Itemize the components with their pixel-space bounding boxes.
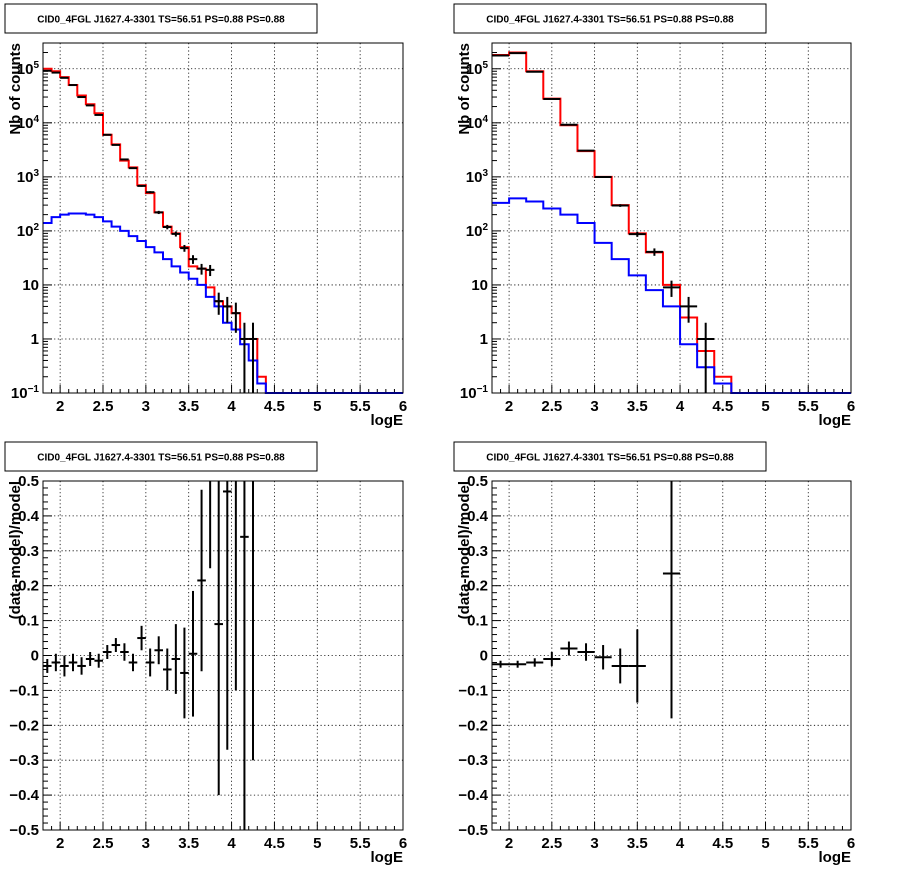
plot-frame xyxy=(42,42,404,394)
y-tick-label: 0.4 xyxy=(18,508,40,525)
x-tick-label: 2.5 xyxy=(541,398,562,415)
y-axis-label: Nb of counts xyxy=(7,43,24,135)
plot-frame xyxy=(491,42,852,394)
y-tick-label: 10−1 xyxy=(11,384,40,402)
x-tick-label: 5 xyxy=(313,835,321,852)
y-tick-label: 0.5 xyxy=(18,473,39,490)
x-tick-label: 5 xyxy=(761,835,769,852)
x-tick-label: 3 xyxy=(142,835,150,852)
x-tick-label: 2 xyxy=(56,398,64,415)
x-tick-label: 6 xyxy=(847,398,855,415)
y-tick-label: 1 xyxy=(480,331,488,348)
model-total-histogram xyxy=(43,67,403,394)
title-box xyxy=(453,441,767,472)
y-tick-label: 0 xyxy=(480,648,488,665)
x-tick-label: 3 xyxy=(142,398,150,415)
y-tick-label: 103 xyxy=(466,168,489,186)
chart-title: CID0_4FGL J1627.4-3301 TS=56.51 PS=0.88 … xyxy=(486,15,734,26)
x-tick-label: 5 xyxy=(761,398,769,415)
x-tick-label: 4.5 xyxy=(264,835,285,852)
residual-points xyxy=(43,481,254,830)
data-points xyxy=(43,69,258,393)
model-total-histogram xyxy=(492,51,851,394)
y-tick-label: −0.1 xyxy=(458,682,488,699)
y-tick-label: 0.5 xyxy=(467,473,488,490)
x-axis-label: logE xyxy=(371,412,404,429)
x-tick-label: 2.5 xyxy=(93,835,114,852)
x-tick-label: 2 xyxy=(505,398,513,415)
y-tick-label: −0.5 xyxy=(458,822,488,839)
y-tick-label: −0.1 xyxy=(9,682,39,699)
x-tick-label: 2.5 xyxy=(93,398,114,415)
title-box xyxy=(4,3,318,34)
y-axis-label: Nb of counts xyxy=(456,43,473,135)
y-tick-label: 103 xyxy=(17,168,40,186)
title-box xyxy=(453,3,767,34)
x-tick-label: 5.5 xyxy=(350,835,371,852)
x-tick-label: 2 xyxy=(505,835,513,852)
plot-frame xyxy=(42,480,404,831)
x-tick-label: 5.5 xyxy=(798,835,819,852)
chart-title: CID0_4FGL J1627.4-3301 TS=56.51 PS=0.88 … xyxy=(486,453,734,464)
x-tick-label: 3.5 xyxy=(178,398,199,415)
x-tick-label: 6 xyxy=(399,398,407,415)
y-tick-label: −0.4 xyxy=(458,787,488,804)
chart-panel-3: CID0_4FGL J1627.4-3301 TS=56.51 PS=0.88 … xyxy=(4,441,407,866)
chart-title: CID0_4FGL J1627.4-3301 TS=56.51 PS=0.88 … xyxy=(37,453,285,464)
x-tick-label: 4.5 xyxy=(712,398,733,415)
y-tick-label: 102 xyxy=(17,222,40,240)
x-tick-label: 6 xyxy=(847,835,855,852)
x-tick-label: 4 xyxy=(676,398,685,415)
y-tick-label: 0.1 xyxy=(467,613,488,630)
title-box xyxy=(4,441,318,472)
y-tick-label: 10 xyxy=(471,277,488,294)
x-tick-label: 5.5 xyxy=(798,398,819,415)
x-tick-label: 4 xyxy=(676,835,685,852)
x-tick-label: 3 xyxy=(590,835,598,852)
y-tick-label: 0.4 xyxy=(467,508,489,525)
y-tick-label: 0.1 xyxy=(18,613,39,630)
x-tick-label: 3 xyxy=(590,398,598,415)
y-axis-label: (data-model)/model xyxy=(456,481,473,619)
x-tick-label: 4 xyxy=(227,398,236,415)
y-tick-label: −0.5 xyxy=(9,822,39,839)
y-tick-label: 0.2 xyxy=(467,578,488,595)
residual-points xyxy=(492,481,681,719)
x-tick-label: 5.5 xyxy=(350,398,371,415)
y-tick-label: −0.3 xyxy=(458,752,488,769)
x-axis-label: logE xyxy=(819,412,852,429)
x-tick-label: 3.5 xyxy=(627,398,648,415)
chart-panel-4: CID0_4FGL J1627.4-3301 TS=56.51 PS=0.88 … xyxy=(453,441,855,866)
y-tick-label: 0.2 xyxy=(18,578,39,595)
y-tick-label: 10 xyxy=(22,277,39,294)
plot-frame xyxy=(491,480,852,831)
x-tick-label: 4.5 xyxy=(264,398,285,415)
y-tick-label: −0.2 xyxy=(458,717,488,734)
y-tick-label: 0 xyxy=(31,648,39,665)
x-tick-label: 2 xyxy=(56,835,64,852)
chart-title: CID0_4FGL J1627.4-3301 TS=56.51 PS=0.88 … xyxy=(37,15,285,26)
y-axis-label: (data-model)/model xyxy=(7,481,24,619)
x-axis-label: logE xyxy=(371,849,404,866)
x-tick-label: 3.5 xyxy=(627,835,648,852)
x-tick-label: 5 xyxy=(313,398,321,415)
y-tick-label: 10−1 xyxy=(460,384,489,402)
y-tick-label: 102 xyxy=(466,222,489,240)
y-tick-label: −0.4 xyxy=(9,787,39,804)
chart-panel-1: CID0_4FGL J1627.4-3301 TS=56.51 PS=0.88 … xyxy=(4,3,407,429)
chart-panel-2: CID0_4FGL J1627.4-3301 TS=56.51 PS=0.88 … xyxy=(453,3,855,429)
x-axis-label: logE xyxy=(819,849,852,866)
y-tick-label: 1 xyxy=(31,331,39,348)
data-points xyxy=(492,52,715,393)
x-tick-label: 2.5 xyxy=(541,835,562,852)
x-tick-label: 3.5 xyxy=(178,835,199,852)
x-tick-label: 6 xyxy=(399,835,407,852)
y-tick-label: −0.3 xyxy=(9,752,39,769)
y-tick-label: −0.2 xyxy=(9,717,39,734)
y-tick-label: 0.3 xyxy=(18,543,39,560)
x-tick-label: 4.5 xyxy=(712,835,733,852)
y-tick-label: 0.3 xyxy=(467,543,488,560)
x-tick-label: 4 xyxy=(227,835,236,852)
